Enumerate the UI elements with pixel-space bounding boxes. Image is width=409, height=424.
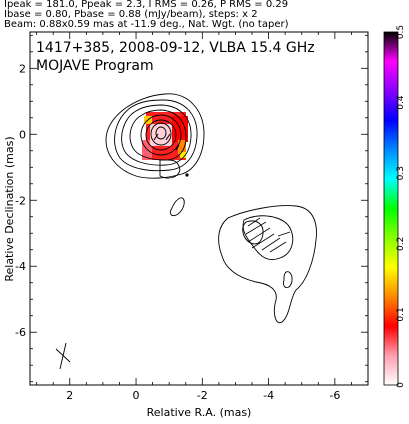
- y-axis-label: Relative Declination (mas): [3, 136, 16, 281]
- contour-line: [150, 122, 172, 146]
- polarization-vectors: [153, 133, 180, 151]
- x-axis-label: Relative R.A. (mas): [147, 406, 252, 419]
- colorbar-tick-label: 0.4: [396, 95, 406, 110]
- y-tick-label: 2: [19, 62, 26, 75]
- colorbar-tick-label: 0.5: [396, 25, 406, 39]
- x-tick-label: -6: [329, 389, 340, 402]
- contour-line: [242, 220, 264, 245]
- contour-line: [159, 159, 181, 179]
- polarization-dot: [185, 173, 189, 177]
- header-line-3: Beam: 0.88x0.59 mas at -11.9 deg., Nat. …: [4, 19, 289, 30]
- contour-line: [114, 99, 198, 172]
- polarization-vector: [175, 144, 180, 151]
- contour-line: [218, 205, 317, 324]
- polarization-patch: [180, 152, 186, 158]
- contour-line: [155, 126, 167, 140]
- y-tick-label: 0: [19, 128, 26, 141]
- y-tick-labels: 2 0 -2 -4 -6: [15, 62, 26, 339]
- contour-line: [129, 109, 187, 161]
- axis-ticks: [30, 32, 369, 385]
- colorbar-tick-label: 0.1: [396, 307, 406, 321]
- colorbar-labels: 0 0.1 0.2 0.3 0.4 0.5: [396, 25, 406, 388]
- plot-frame: [29, 31, 369, 386]
- header-line-1: Ipeak = 181.0, Ppeak = 2.3, I RMS = 0.26…: [4, 0, 289, 10]
- core-contours: [105, 93, 205, 179]
- contour-line: [105, 93, 205, 179]
- hatch-line: [261, 237, 281, 251]
- x-tick-label: 0: [133, 389, 140, 402]
- polarization-vector: [165, 133, 171, 141]
- hatch-line: [277, 231, 291, 237]
- hatch-line: [251, 233, 275, 249]
- chart-subtitle: MOJAVE Program: [36, 58, 154, 74]
- beam-minor-axis: [59, 342, 67, 370]
- contour-line: [140, 114, 182, 156]
- contour-line: [283, 271, 293, 289]
- beam-indicator: [55, 342, 71, 370]
- x-tick-label: -2: [197, 389, 208, 402]
- colorbar-tick-label: 0.3: [396, 166, 406, 180]
- header-line-2: Ibase = 0.80, Pbase = 0.88 (mJy/beam), s…: [4, 9, 258, 20]
- x-tick-labels: 2 0 -2 -4 -6: [66, 389, 340, 402]
- colorbar-tick-label: 0: [396, 382, 406, 388]
- y-tick-label: -2: [15, 194, 26, 207]
- y-tick-label: -6: [15, 326, 26, 339]
- polarization-patch: [142, 140, 152, 160]
- y-tick-label: -4: [15, 260, 26, 273]
- hatch-line: [245, 221, 267, 235]
- secondary-blob: [169, 197, 185, 217]
- jet-contours: [218, 205, 317, 324]
- colorbar-tick-label: 0.2: [396, 237, 406, 251]
- colorbar: [383, 31, 399, 386]
- hatch-line: [247, 217, 261, 227]
- polarization-patch: [150, 124, 172, 146]
- contour-line: [121, 104, 192, 166]
- contour-line: [145, 119, 177, 151]
- x-tick-label: 2: [66, 389, 73, 402]
- polarization-vector: [153, 133, 159, 141]
- hatch-line: [247, 227, 271, 243]
- hatch-line: [269, 241, 287, 253]
- jet-hatching: [245, 217, 291, 253]
- chart-title: 1417+385, 2008-09-12, VLBA 15.4 GHz: [36, 40, 315, 56]
- x-tick-label: -4: [263, 389, 274, 402]
- polarization-patch: [178, 140, 186, 154]
